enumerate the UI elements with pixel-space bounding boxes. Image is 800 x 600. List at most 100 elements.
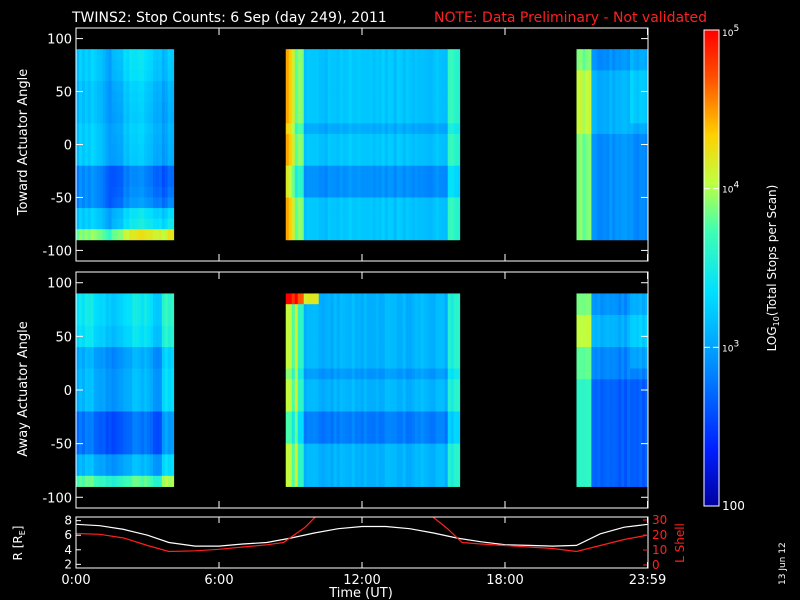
away-heat-cell	[447, 293, 452, 305]
toward-heat-cell	[576, 155, 580, 167]
toward-heat-cell	[453, 176, 458, 188]
away-heat-cell	[342, 390, 347, 402]
toward-heat-cell	[114, 186, 118, 198]
away-heat-cell	[294, 336, 299, 348]
away-heat-cell	[93, 336, 98, 348]
toward-heat-cell	[147, 91, 151, 103]
toward-heat-cell	[375, 218, 380, 230]
away-heat-cell	[126, 293, 130, 305]
away-heat-cell	[630, 411, 634, 423]
toward-heat-cell	[354, 176, 359, 188]
away-heat-cell	[426, 432, 431, 445]
toward-heat-cell	[579, 208, 583, 220]
toward-heat-cell	[120, 208, 124, 220]
toward-heat-cell	[405, 133, 410, 145]
away-heat-cell	[432, 379, 437, 391]
away-heat-cell	[444, 336, 449, 348]
away-heat-cell	[582, 379, 586, 391]
away-heat-cell	[297, 325, 302, 337]
away-heat-cell	[102, 443, 107, 455]
away-heat-cell	[84, 325, 89, 337]
away-heat-cell	[345, 314, 350, 327]
toward-heat-cell	[447, 144, 452, 156]
toward-heat-cell	[330, 155, 335, 167]
toward-heat-cell	[603, 102, 607, 114]
toward-heat-cell	[366, 218, 371, 230]
toward-heat-cell	[291, 91, 296, 103]
toward-heat-cell	[453, 133, 458, 145]
away-heat-cell	[147, 475, 151, 487]
toward-heat-cell	[414, 186, 419, 198]
away-heat-cell	[161, 465, 166, 477]
toward-heat-cell	[420, 133, 425, 145]
toward-heat-cell	[630, 102, 634, 114]
toward-heat-cell	[432, 197, 437, 209]
toward-heat-cell	[105, 197, 109, 209]
away-heat-cell	[161, 368, 166, 380]
toward-heat-cell	[324, 123, 329, 135]
toward-heat-cell	[615, 112, 619, 124]
away-heat-cell	[330, 400, 335, 412]
toward-heat-cell	[96, 155, 101, 167]
away-heat-cell	[129, 465, 133, 477]
away-heat-cell	[309, 422, 314, 434]
toward-heat-cell	[141, 144, 145, 156]
away-heat-cell	[450, 368, 455, 380]
toward-heat-cell	[642, 91, 646, 103]
away-heat-cell	[120, 411, 124, 423]
orbit-series-1	[76, 517, 317, 553]
away-heat-cell	[378, 336, 383, 348]
toward-heat-cell	[132, 102, 136, 114]
toward-heat-cell	[102, 176, 107, 188]
away-heat-cell	[618, 443, 622, 455]
toward-heat-cell	[303, 91, 308, 103]
toward-heat-cell	[300, 197, 305, 209]
toward-heat-cell	[609, 49, 613, 61]
away-heat-cell	[138, 368, 142, 380]
away-heat-cell	[402, 336, 407, 348]
toward-heat-cell	[155, 59, 160, 71]
x-tick-label: 6:00	[204, 573, 233, 588]
away-heat-cell	[336, 293, 341, 305]
toward-heat-cell	[342, 186, 347, 198]
toward-heat-cell	[87, 144, 92, 156]
toward-heat-cell	[138, 229, 142, 241]
toward-heat-cell	[423, 197, 428, 209]
toward-heat-cell	[147, 218, 151, 230]
away-heat-cell	[435, 325, 440, 337]
away-heat-cell	[438, 304, 443, 316]
away-heat-cell	[309, 475, 314, 487]
away-heat-cell	[582, 293, 586, 305]
away-heat-cell	[108, 368, 112, 380]
away-heat-cell	[102, 293, 107, 305]
away-heat-cell	[324, 368, 329, 380]
away-heat-cell	[399, 293, 404, 305]
away-heat-cell	[288, 357, 293, 369]
away-heat-cell	[336, 379, 341, 391]
toward-heat-cell	[441, 144, 446, 156]
toward-heat-cell	[447, 70, 452, 82]
toward-heat-cell	[297, 165, 302, 177]
away-heat-cell	[405, 400, 410, 412]
away-heat-cell	[585, 432, 589, 445]
toward-heat-cell	[399, 59, 404, 71]
toward-heat-cell	[429, 165, 434, 177]
away-heat-cell	[606, 379, 610, 391]
toward-heat-cell	[366, 144, 371, 156]
away-heat-cell	[167, 368, 172, 380]
away-heat-cell	[384, 314, 389, 327]
toward-heat-cell	[306, 70, 311, 82]
toward-heat-cell	[351, 112, 356, 124]
toward-heat-cell	[618, 186, 622, 198]
toward-heat-cell	[633, 176, 637, 188]
toward-heat-cell	[606, 91, 610, 103]
away-heat-cell	[588, 379, 592, 391]
toward-heat-cell	[588, 176, 592, 188]
away-heat-cell	[84, 475, 89, 487]
toward-heat-cell	[324, 80, 329, 92]
toward-heat-cell	[330, 133, 335, 145]
away-heat-cell	[363, 411, 368, 423]
away-heat-cell	[372, 432, 377, 445]
away-heat-cell	[591, 411, 595, 423]
away-heat-cell	[426, 304, 431, 316]
